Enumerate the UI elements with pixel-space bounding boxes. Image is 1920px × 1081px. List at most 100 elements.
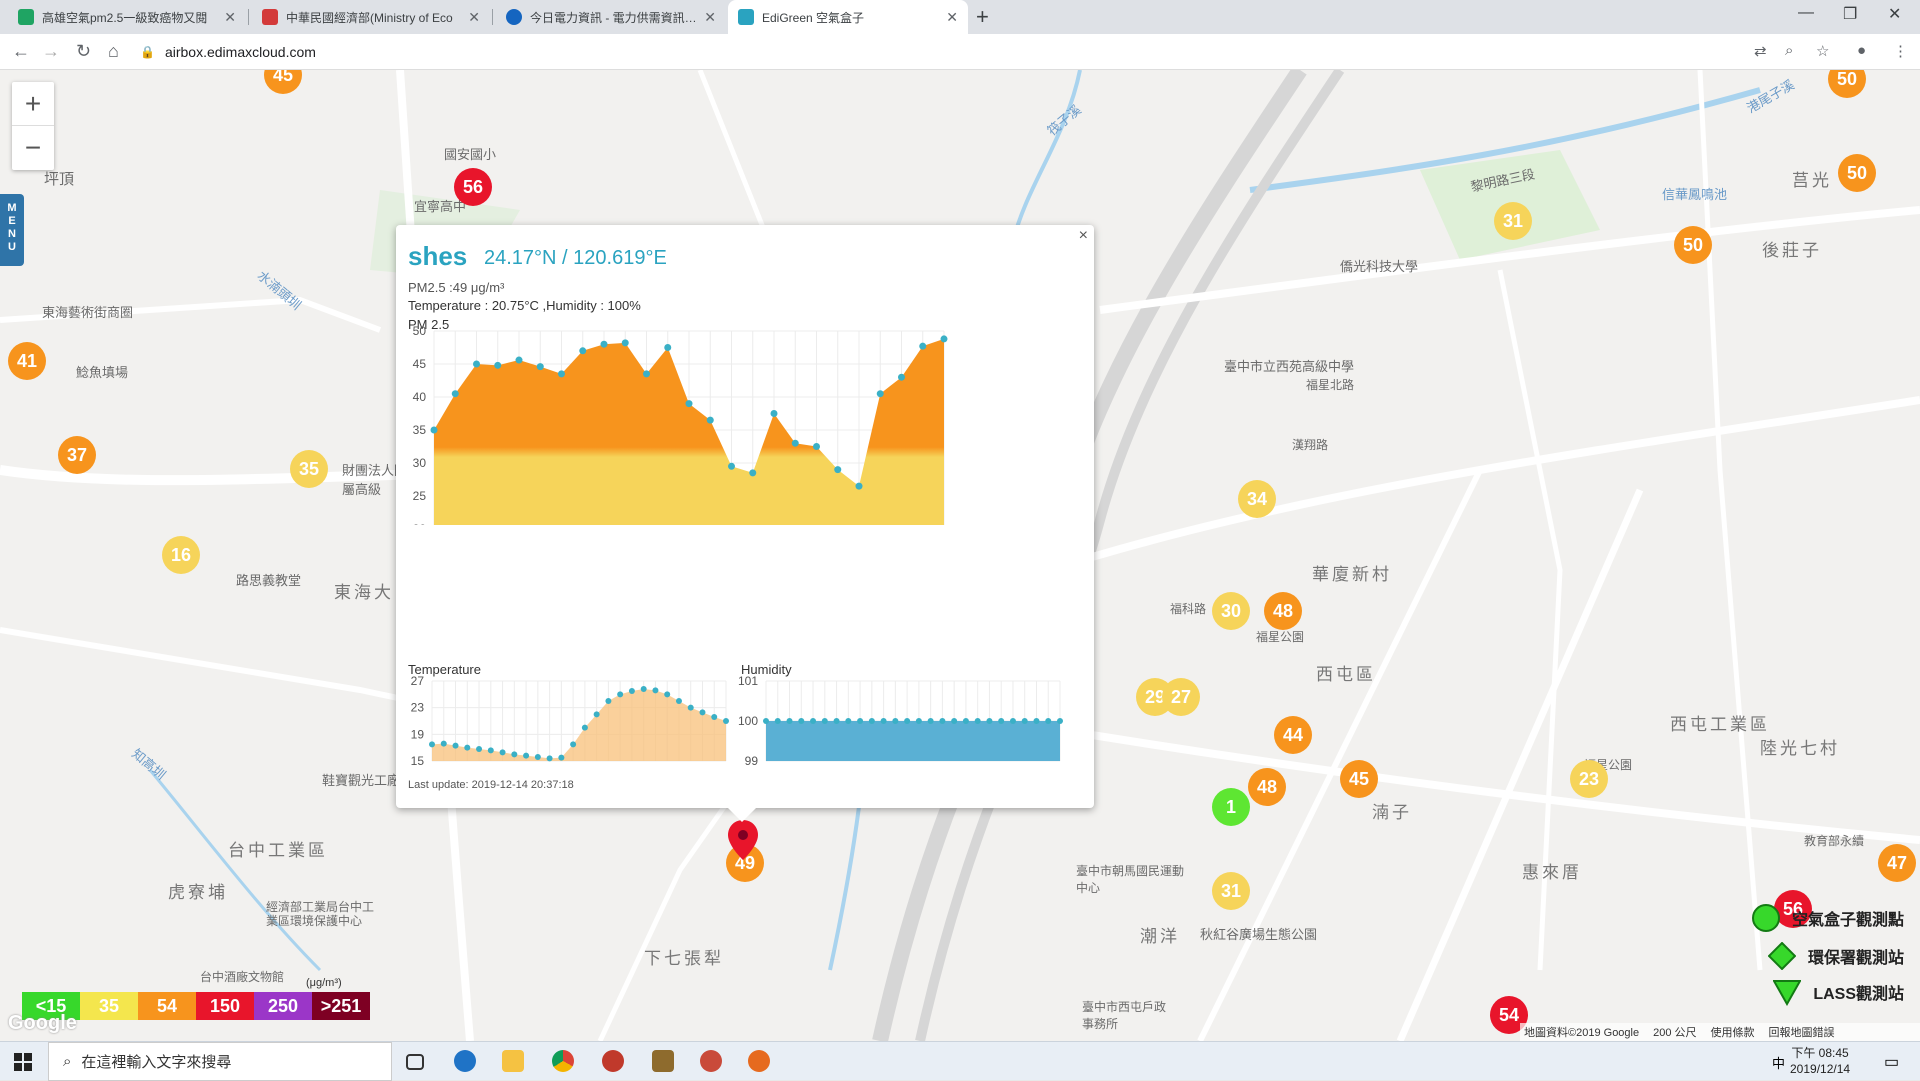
close-tab-icon[interactable]: ✕ [704, 8, 716, 25]
place-label: 信華鳳鳴池 [1662, 187, 1728, 202]
y-tick-label: 25 [413, 489, 427, 503]
tab-separator [492, 9, 493, 25]
restore-icon[interactable]: ❐ [1843, 6, 1858, 23]
legend-airbox[interactable]: 空氣盒子觀測點 [1751, 904, 1904, 932]
place-label: 台中酒廠文物館 [200, 970, 285, 984]
close-tab-icon[interactable]: ✕ [468, 8, 480, 25]
tab-title: 今日電力資訊 - 電力供需資訊 - 台 [530, 10, 699, 25]
pm25-marker[interactable]: 30 [1212, 592, 1250, 630]
close-tab-icon[interactable]: ✕ [946, 8, 958, 25]
pm25-marker[interactable]: 56 [454, 168, 492, 206]
pm25-marker[interactable]: 41 [8, 342, 46, 380]
data-point [494, 361, 502, 369]
legend-label: 環保署觀測站 [1807, 950, 1904, 967]
tab-power-info[interactable]: 今日電力資訊 - 電力供需資訊 - 台 ✕ [496, 0, 726, 34]
pm25-marker[interactable]: 31 [1494, 202, 1532, 240]
close-tab-icon[interactable]: ✕ [224, 8, 236, 25]
station-coordinates: 24.17°N / 120.619°E [484, 247, 667, 269]
back-icon[interactable]: ← [12, 41, 30, 61]
pm25-marker[interactable]: 48 [1264, 592, 1302, 630]
data-point [813, 443, 820, 450]
popup-close-button[interactable]: × [1078, 227, 1088, 244]
pm25-marker[interactable]: 48 [1248, 768, 1286, 806]
minimize-icon[interactable]: — [1798, 4, 1814, 21]
reload-icon[interactable]: ↻ [76, 41, 92, 61]
app-icon[interactable] [652, 1050, 674, 1072]
app-icon[interactable] [700, 1050, 722, 1072]
pm25-marker[interactable]: 54 [1490, 996, 1528, 1034]
zoom-icon[interactable]: ⌕ [1785, 42, 1794, 59]
app-icon[interactable] [748, 1050, 770, 1072]
data-point [810, 718, 817, 724]
address-bar[interactable]: 🔒 airbox.edimaxcloud.com [140, 39, 1870, 65]
y-tick-label: 27 [411, 675, 425, 688]
home-icon[interactable]: ⌂ [108, 41, 119, 61]
pm25-marker[interactable]: 45 [264, 70, 302, 94]
pm25-marker[interactable]: 49 [726, 844, 764, 882]
zoom-in-button[interactable]: + [12, 82, 54, 126]
compass-app-icon[interactable] [602, 1050, 624, 1072]
pm25-marker[interactable]: 27 [1162, 678, 1200, 716]
pm25-marker[interactable]: 1 [1212, 788, 1250, 826]
place-label: 下七張犁 [644, 949, 724, 968]
chrome-icon[interactable] [552, 1050, 574, 1072]
legend-epa[interactable]: 環保署觀測站 [1767, 942, 1904, 970]
map-canvas[interactable]: 坪頂 東海藝術街商圈 鯰魚填場 東海大 路思義教堂 台中工業區 虎寮埔 經濟部工… [0, 70, 1920, 1041]
new-tab-button[interactable]: + [976, 4, 989, 29]
place-label: 財團法人附屬高級 [342, 463, 408, 497]
edge-icon[interactable] [454, 1050, 476, 1072]
data-point [892, 718, 899, 724]
map-attribution: 地圖資料©2019 Google 200 公尺 使用條款 回報地圖錯誤 [1520, 1023, 1920, 1041]
window-close-icon[interactable]: ✕ [1888, 6, 1902, 23]
taskbar-search-input[interactable]: ⌕ 在這裡輸入文字來搜尋 [48, 1042, 392, 1081]
place-label: 鞋寶觀光工廠 [322, 773, 401, 788]
data-point [1021, 718, 1028, 724]
pm25-marker[interactable]: 47 [1878, 844, 1916, 882]
pm25-marker[interactable]: 37 [58, 436, 96, 474]
pm25-marker[interactable]: 35 [290, 450, 328, 488]
google-logo: Google [8, 1012, 77, 1034]
location-pin-icon[interactable] [728, 820, 758, 860]
data-point [834, 466, 842, 474]
place-label: 國安國小 [444, 147, 497, 162]
zoom-out-button[interactable]: − [24, 132, 42, 163]
profile-icon[interactable]: ● [1857, 42, 1867, 59]
bookmark-star-icon[interactable]: ☆ [1816, 43, 1830, 60]
data-point [723, 718, 729, 724]
pm25-marker[interactable]: 31 [1212, 872, 1250, 910]
data-point [786, 718, 793, 724]
legend-lass[interactable]: LASS觀測站 [1773, 978, 1904, 1006]
tab-airquality-news[interactable]: 高雄空氣pm2.5一級致癌物又閱 ✕ [8, 0, 246, 34]
pm25-marker[interactable]: 50 [1838, 154, 1876, 192]
forward-icon[interactable]: → [42, 41, 60, 61]
menu-button[interactable]: M E N U [0, 194, 24, 266]
temperature-chart-title: Temperature [408, 662, 481, 677]
tab-title: EdiGreen 空氣盒子 [762, 10, 865, 25]
tab-moea[interactable]: 中華民國經濟部(Ministry of Eco ✕ [252, 0, 490, 34]
pm25-marker[interactable]: 34 [1238, 480, 1276, 518]
tab-edigreen[interactable]: EdiGreen 空氣盒子 ✕ [728, 0, 968, 34]
more-menu-icon[interactable]: ⋮ [1893, 43, 1908, 60]
pm25-marker[interactable]: 16 [162, 536, 200, 574]
pm25-marker[interactable]: 50 [1674, 226, 1712, 264]
pm25-marker[interactable]: 44 [1274, 716, 1312, 754]
ime-indicator[interactable]: 中 [1772, 1056, 1786, 1071]
data-point [774, 718, 781, 724]
pm25-marker[interactable]: 56 [1774, 890, 1812, 928]
file-explorer-icon[interactable] [502, 1050, 524, 1072]
windows-start-icon[interactable] [14, 1053, 32, 1071]
data-point [855, 482, 863, 490]
tab-title: 高雄空氣pm2.5一級致癌物又閱 [42, 10, 208, 25]
aq-scale-legend: <15 35 54 150 250 >251 [22, 992, 370, 1020]
pm25-chart-title: PM 2.5 [408, 317, 450, 332]
system-clock[interactable]: 下午 08:45 2019/12/14 [1790, 1045, 1850, 1077]
translate-icon[interactable]: ⇄ [1754, 43, 1767, 60]
humidity-chart: 99 100 101 [738, 675, 1063, 765]
data-point [628, 688, 635, 694]
task-view-icon[interactable] [406, 1054, 424, 1070]
terms-link[interactable]: 使用條款 [1710, 1027, 1755, 1039]
pm25-marker[interactable]: 45 [1340, 760, 1378, 798]
notification-icon[interactable]: ▭ [1884, 1054, 1900, 1071]
report-error-link[interactable]: 回報地圖錯誤 [1768, 1027, 1835, 1039]
pm25-marker[interactable]: 23 [1570, 760, 1608, 798]
